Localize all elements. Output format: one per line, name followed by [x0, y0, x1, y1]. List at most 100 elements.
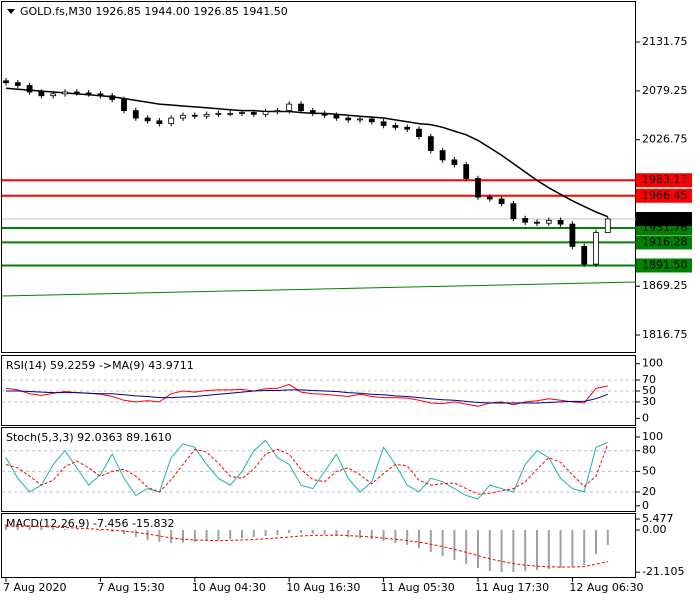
y-tick-label: 0 [642, 411, 649, 424]
menu-icon [7, 9, 15, 14]
candle-body [156, 120, 163, 125]
candle-body [85, 92, 92, 95]
candle-body [593, 232, 599, 265]
candle-body [14, 82, 21, 86]
candle-body [451, 159, 458, 165]
candle-body [321, 112, 328, 116]
trendline [1, 281, 637, 297]
candle-body [26, 85, 33, 93]
indicator-line [5, 439, 608, 500]
y-tick-label: 1816.75 [642, 328, 688, 341]
level-label-box [636, 173, 692, 188]
level-label: 1916.28 [642, 235, 688, 248]
candle-body [463, 164, 470, 179]
candle-body [144, 117, 151, 122]
indicator-line [6, 389, 608, 404]
signal-line [6, 525, 608, 568]
candle-body [345, 117, 352, 121]
bid-label: 1941.50 [642, 212, 688, 225]
y-tick-label: 70 [642, 373, 656, 386]
level-label: 1983.17 [642, 173, 688, 186]
y-tick-label: -21.105 [642, 565, 684, 578]
candle-body [262, 111, 269, 115]
stoch-panel [1, 427, 636, 512]
x-tick-label: 11 Aug 05:30 [381, 581, 455, 594]
candle-body [545, 219, 552, 224]
x-tick-label: 12 Aug 06:30 [569, 581, 643, 594]
candle-body [121, 99, 127, 112]
candle-body [604, 218, 611, 234]
panel-title: Stoch(5,3,3) 92.0363 89.1610 [6, 431, 172, 444]
candle-body [416, 128, 422, 138]
candle-body [368, 118, 375, 123]
candle-body [239, 112, 245, 114]
x-tick-label: 10 Aug 16:30 [286, 581, 360, 594]
candle-body [392, 125, 399, 128]
x-tick-label: 11 Aug 17:30 [475, 581, 549, 594]
candle-body [309, 110, 316, 114]
level-label: 1966.45 [642, 189, 688, 202]
candle-body [274, 110, 281, 113]
candle-body [62, 91, 68, 95]
candle-body [427, 136, 434, 152]
candle-body [250, 112, 257, 115]
candle-body [3, 80, 9, 84]
candle-body [180, 114, 186, 119]
y-tick-label: 5.477 [642, 512, 674, 525]
y-tick-label: 30 [642, 395, 656, 408]
candle-body [510, 203, 517, 219]
panel-title: MACD(12,26,9) -7.456 -15.832 [6, 517, 174, 530]
candle-body [380, 121, 387, 126]
panel-title: GOLD.fs,M30 1926.85 1944.00 1926.85 1941… [20, 5, 288, 18]
macd-panel [1, 513, 636, 578]
candle-body [168, 117, 175, 125]
candle-body [357, 118, 363, 121]
candle-body [109, 95, 116, 100]
rsi-panel [1, 355, 636, 426]
candle-body [486, 196, 493, 200]
level-label-box [636, 188, 692, 203]
candle-body [286, 103, 293, 112]
y-tick-label: 50 [642, 384, 656, 397]
x-tick-label: 7 Aug 15:30 [97, 581, 164, 594]
candle-body [522, 218, 529, 223]
candle-body [215, 112, 222, 115]
candle-body [581, 246, 588, 265]
moving-average [5, 87, 609, 218]
y-tick-label: 2026.75 [642, 133, 688, 146]
y-tick-label: 20 [642, 485, 656, 498]
candle-body [203, 113, 210, 117]
candle-body [298, 103, 304, 112]
candle-body [569, 223, 576, 247]
x-tick-label: 7 Aug 2020 [3, 581, 66, 594]
candle-body [404, 126, 411, 130]
candle-body [557, 219, 564, 225]
candle-body [73, 91, 80, 94]
level-label-box [636, 235, 692, 250]
candle-body [132, 110, 139, 119]
y-tick-label: 0 [642, 499, 649, 512]
y-tick-label: 100 [642, 357, 663, 370]
y-tick-label: 2131.75 [642, 35, 688, 48]
candle-body [498, 198, 505, 205]
y-tick-label: 100 [642, 430, 663, 443]
y-tick-label: 0.00 [642, 523, 667, 536]
main-panel [1, 1, 636, 353]
indicator-line [5, 444, 609, 495]
level-label: 1891.50 [642, 258, 688, 271]
y-tick-label: 2079.25 [642, 84, 688, 97]
candle-body [227, 112, 234, 115]
y-tick-label: 50 [642, 464, 656, 477]
level-label-box [636, 258, 692, 273]
y-tick-label: 1869.25 [642, 279, 688, 292]
candle-body [534, 221, 540, 224]
candle-body [50, 93, 57, 97]
candle-body [439, 150, 446, 161]
x-tick-label: 10 Aug 04:30 [192, 581, 266, 594]
bid-label-box [636, 211, 692, 226]
candle-body [191, 114, 198, 117]
candle-body [97, 93, 104, 97]
y-tick-label: 80 [642, 444, 656, 457]
